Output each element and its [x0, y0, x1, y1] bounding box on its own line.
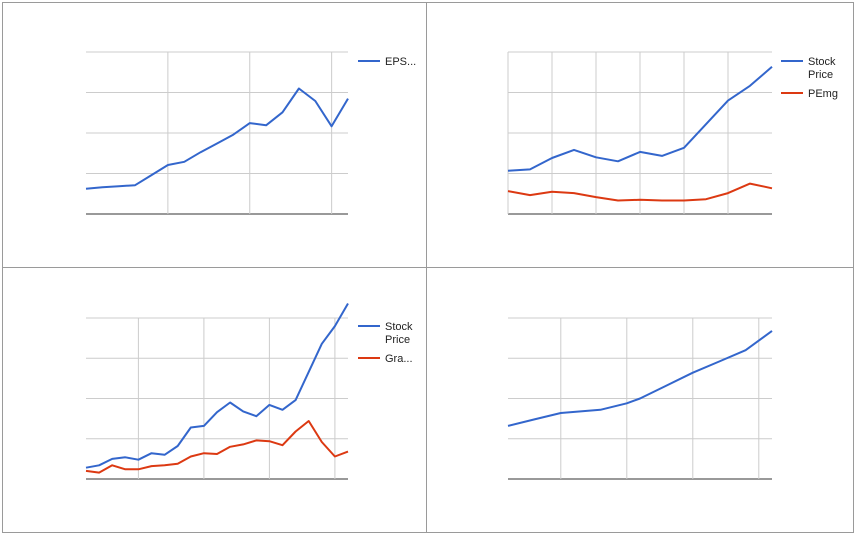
eps-chart-panel: EPS... [2, 2, 427, 268]
price-pe-chart-panel: Stock Price PEmg [426, 2, 854, 268]
price-pe-series-pemg-line [507, 182, 773, 202]
dividend-chart-panel [426, 267, 854, 533]
price-pe-legend-label: PEmg [808, 88, 838, 100]
dividend-chart [507, 317, 773, 480]
price-pe-legend-label: Stock Price [808, 56, 836, 81]
graham-series-gra-line [85, 420, 349, 474]
graham-chart: Stock Price Gra... [85, 302, 413, 480]
graham-legend-label: Stock Price [385, 321, 413, 346]
eps-legend-label: EPS... [385, 56, 416, 68]
eps-series-eps-line [85, 87, 349, 190]
eps-chart: EPS... [85, 51, 416, 215]
dividend-series-dividend-line [507, 330, 773, 427]
graham-chart-panel: Stock Price Gra... [2, 267, 427, 533]
graham-series-stock-price-line [85, 302, 349, 469]
price-pe-series-stock-price-line [507, 66, 773, 172]
graham-legend-label: Gra... [385, 353, 413, 365]
price-pe-chart: Stock Price PEmg [507, 51, 838, 215]
